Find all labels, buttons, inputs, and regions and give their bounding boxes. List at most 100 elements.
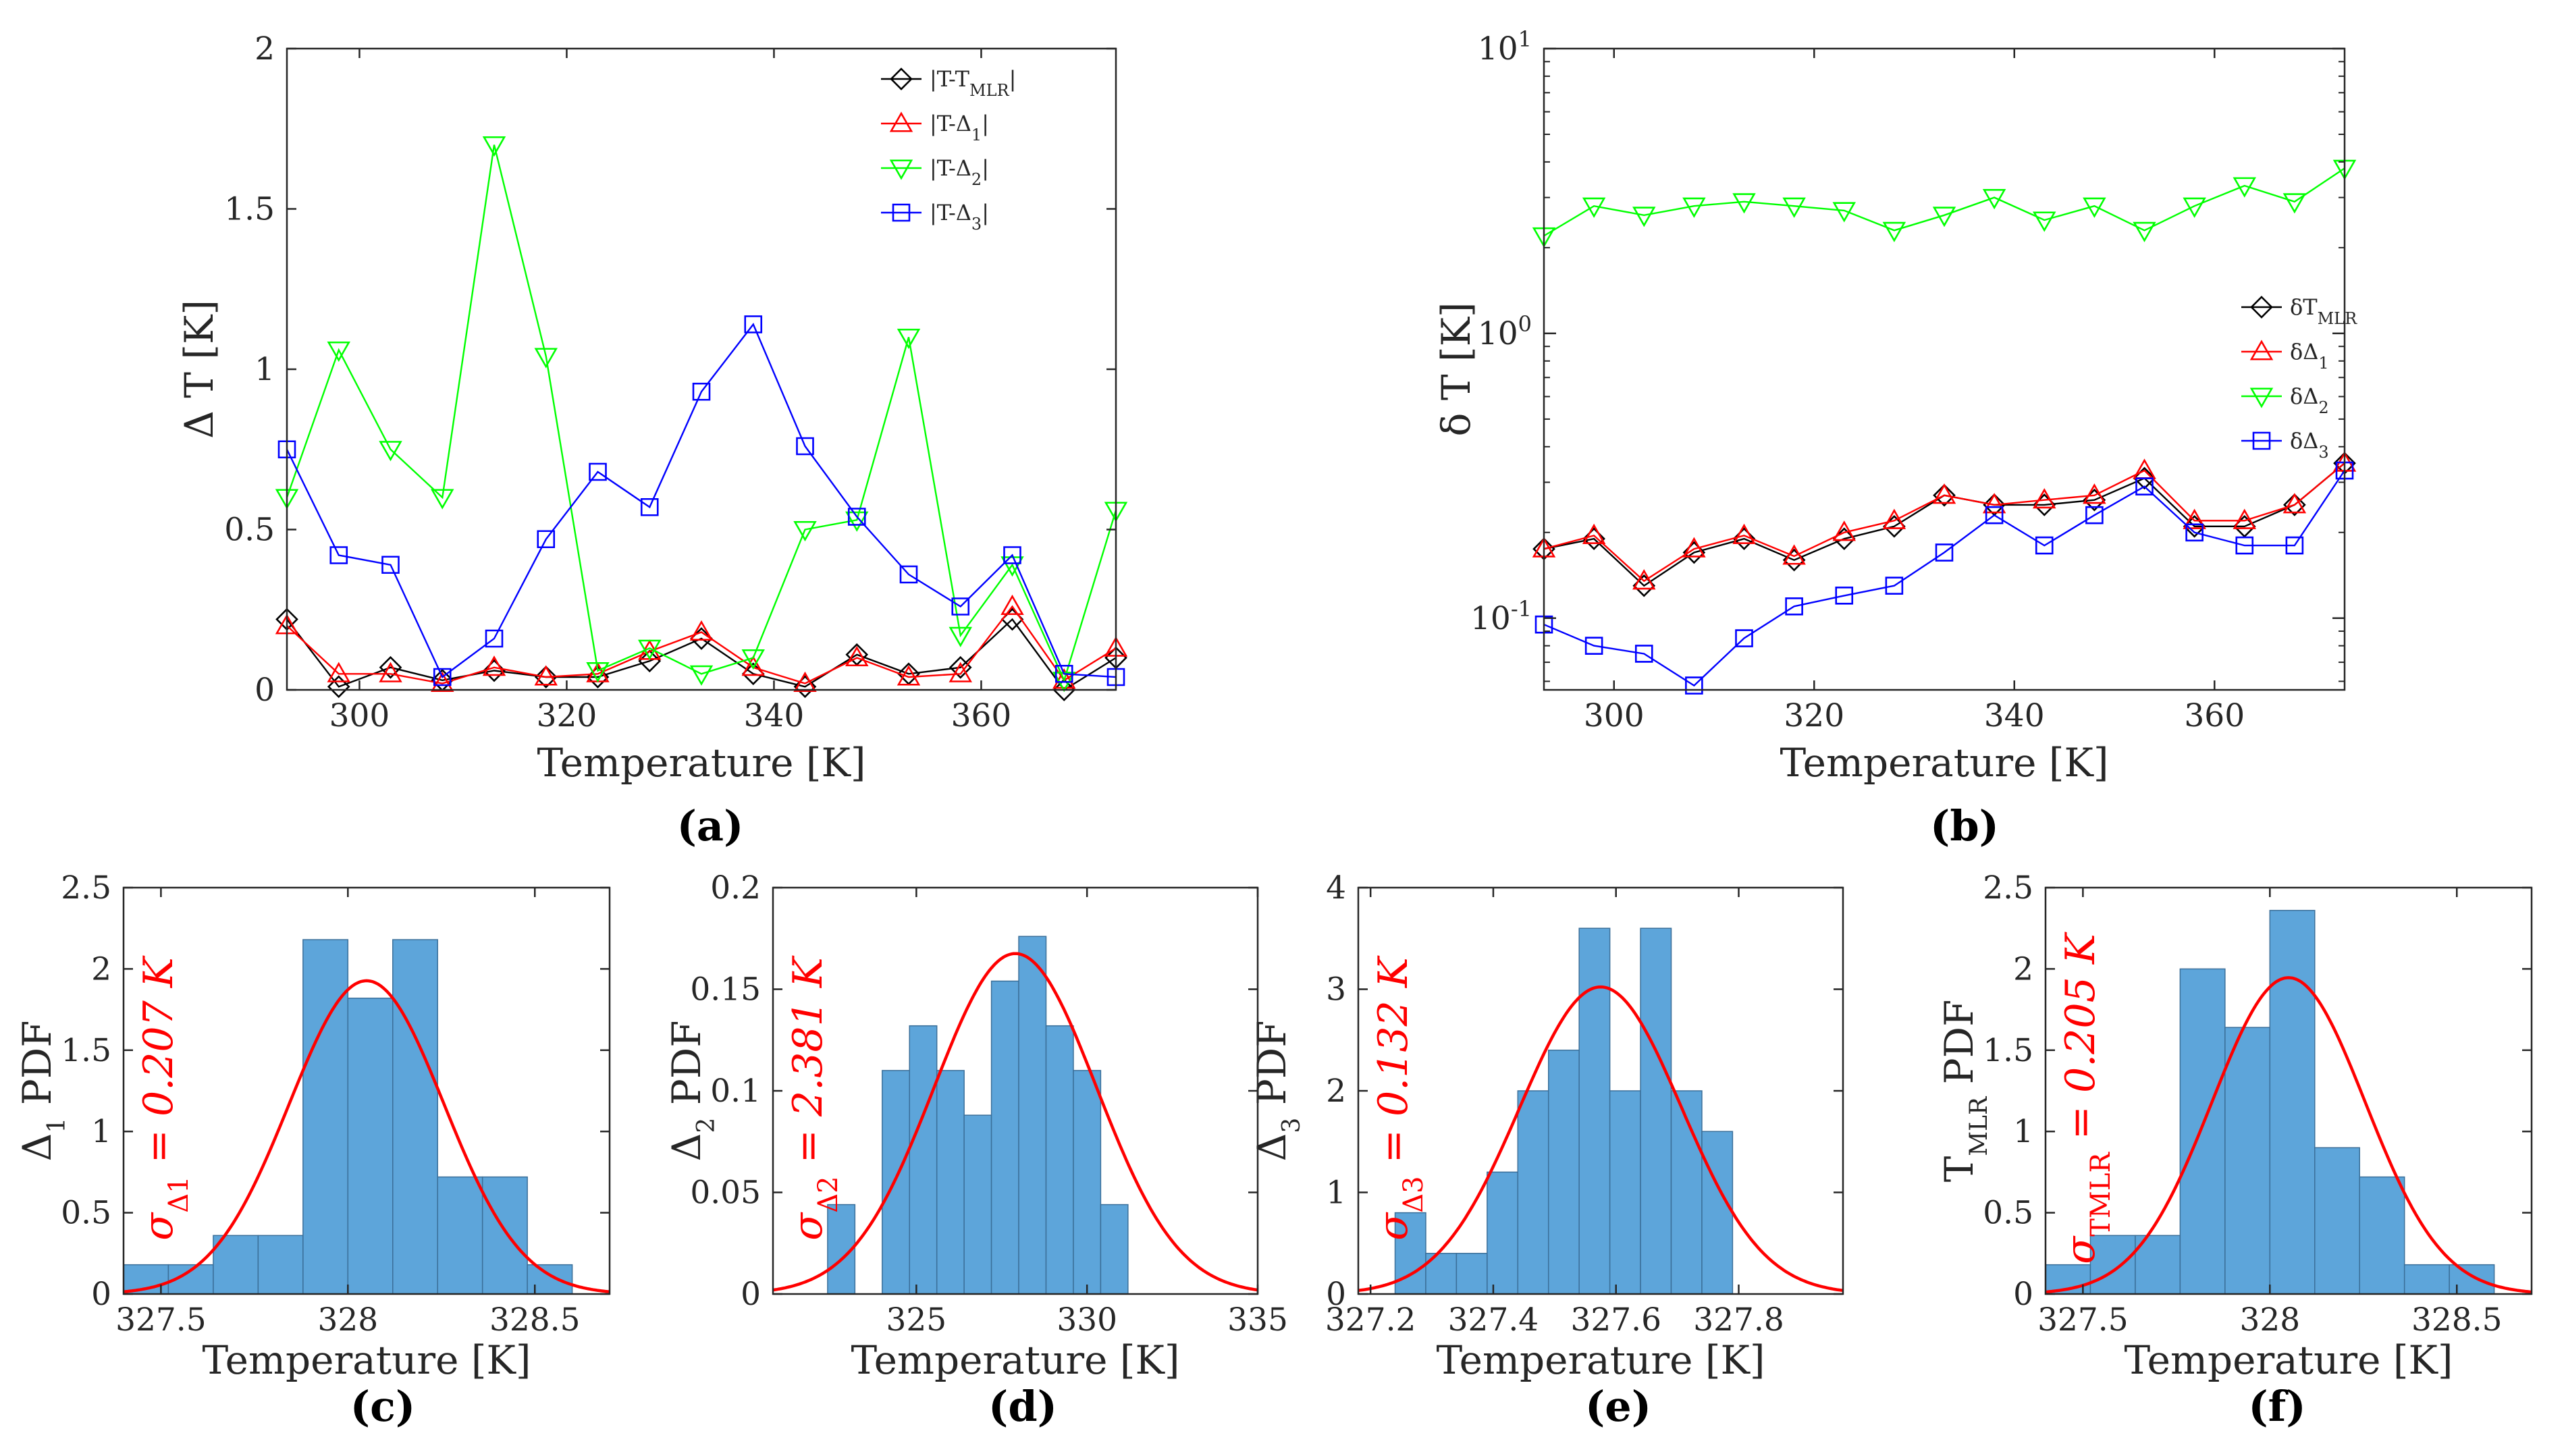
data-point-marker <box>845 645 869 667</box>
data-point-marker <box>638 649 662 673</box>
data-point-marker <box>847 508 866 526</box>
data-point-marker <box>1882 508 1906 529</box>
gaussian-fit-line <box>772 952 1258 1292</box>
histogram-bar <box>257 1235 304 1295</box>
x-tick-label: 335 <box>1227 1301 1288 1339</box>
data-point-marker <box>433 668 452 686</box>
histogram-bar <box>1701 1131 1734 1295</box>
data-point-marker <box>1685 676 1703 695</box>
histogram-bar <box>1073 1070 1102 1295</box>
x-tick-label: 320 <box>537 697 597 734</box>
x-axis-label: Temperature [K] <box>1437 1337 1765 1383</box>
chart-f: σTMLR = 0.205 K 327.5 328 328.5 0 0.5 1 1.5 2 2.5… <box>1936 869 2533 1431</box>
x-axis-label: Temperature [K] <box>537 740 866 786</box>
data-point-marker <box>2133 466 2156 490</box>
data-point-marker <box>1582 523 1606 544</box>
data-point-marker <box>483 659 506 682</box>
chart-c: σΔ1 = 0.207 K 327.5 328 328.5 0 0.5 1 1.5 2 2.5 Te… <box>14 869 611 1431</box>
y-tick-label: 4 <box>1326 869 1346 907</box>
x-tick-label: 300 <box>1584 697 1645 734</box>
y-tick-label: 2 <box>2013 950 2033 988</box>
data-point-marker <box>951 597 970 616</box>
x-axis-label: Temperature [K] <box>2125 1337 2453 1383</box>
data-point-marker <box>2282 493 2307 514</box>
data-point-marker <box>1982 189 2006 210</box>
data-point-marker <box>2085 506 2104 524</box>
panel-label: (c) <box>350 1382 415 1431</box>
axes-frame <box>1543 47 2346 691</box>
x-tick-label: 340 <box>1984 697 2045 734</box>
chart-a: |T-TMLR| |T-Δ1| |T-Δ2| |T-Δ3| 300 320 340 360 0 0… <box>176 30 1128 851</box>
legend-marker <box>2252 431 2271 450</box>
histogram-bar <box>882 1070 911 1295</box>
data-point-marker <box>1582 197 1606 218</box>
series-line-1 <box>1543 462 2345 583</box>
data-point-marker <box>1584 637 1603 655</box>
data-point-marker <box>1632 569 1656 590</box>
series-line-1 <box>286 605 1117 684</box>
histogram-bar <box>2269 909 2316 1295</box>
y-tick-label: 1 <box>255 351 275 388</box>
sigma-annotation: σTMLR = 0.205 K <box>2057 932 2116 1264</box>
x-tick-label: 328.5 <box>2411 1301 2503 1339</box>
data-point-marker <box>1982 493 2006 514</box>
data-point-marker <box>1735 629 1753 647</box>
legend-entry: δΔ1 <box>2290 339 2329 373</box>
data-point-marker <box>534 348 558 369</box>
histogram-bar <box>437 1176 483 1295</box>
data-point-marker <box>949 626 972 647</box>
y-axis-label: Δ2 PDF <box>664 1020 720 1161</box>
panel-label: (e) <box>1585 1382 1651 1431</box>
data-point-marker <box>482 136 506 157</box>
data-point-marker <box>2335 461 2354 480</box>
legend-entry: δΔ2 <box>2290 383 2329 417</box>
data-point-marker <box>2135 477 2154 495</box>
data-point-marker <box>2033 211 2056 232</box>
data-point-marker <box>949 662 972 682</box>
histogram-bar <box>990 980 1019 1295</box>
panel-label: (a) <box>677 801 744 851</box>
legend-entry: |T-TMLR| <box>930 66 1016 100</box>
histogram-bar <box>302 939 349 1295</box>
x-tick-label: 327.2 <box>1325 1301 1416 1339</box>
histogram-bar <box>1100 1204 1129 1295</box>
chart-e: σΔ3 = 0.132 K 327.2 327.4 327.6 327.8 0 1 2 3 4 Te… <box>1249 869 1844 1431</box>
data-point-marker <box>1832 520 1856 541</box>
y-tick-label: 2 <box>1326 1073 1346 1110</box>
data-point-marker <box>485 629 504 648</box>
histogram-bar <box>936 1070 965 1295</box>
panel-label: (b) <box>1930 801 1999 851</box>
histogram-bar <box>2224 1027 2271 1295</box>
x-tick-label: 327.5 <box>2037 1301 2129 1339</box>
y-tick-label: 0.15 <box>690 971 761 1008</box>
data-point-marker <box>2083 197 2106 218</box>
data-point-marker <box>1832 202 1856 223</box>
histogram-bar <box>1578 927 1611 1295</box>
sigma-annotation: σΔ2 = 2.381 K <box>784 955 844 1241</box>
data-point-marker <box>327 675 350 699</box>
data-point-marker <box>2183 197 2206 218</box>
x-tick-label: 360 <box>951 697 1012 734</box>
histogram-bar <box>1487 1171 1519 1295</box>
data-point-marker <box>2133 221 2156 242</box>
data-point-marker <box>1106 668 1125 686</box>
data-point-marker <box>1582 527 1605 551</box>
histogram-bar <box>1045 1025 1074 1295</box>
data-point-marker <box>1003 546 1021 564</box>
x-tick-label: 328 <box>317 1301 378 1339</box>
data-point-marker <box>534 666 558 689</box>
sigma-annotation: σΔ1 = 0.207 K <box>135 955 194 1241</box>
series-line-3 <box>1543 470 2345 687</box>
data-point-marker <box>2233 508 2256 529</box>
data-point-marker <box>793 671 817 693</box>
data-point-marker <box>1682 197 1706 218</box>
legend-marker <box>2249 340 2274 360</box>
data-point-marker <box>379 662 402 682</box>
data-point-marker <box>1782 197 1806 218</box>
data-point-marker <box>1682 537 1706 558</box>
chart-b: δTMLR δΔ1 δΔ2 δΔ3 300 320 340 360 10-1 100 101 Temp… <box>1433 26 2357 851</box>
y-tick-label: 0 <box>1326 1276 1346 1313</box>
data-point-marker <box>2083 483 2106 504</box>
x-tick-label: 328.5 <box>489 1301 581 1339</box>
gaussian-fit-line <box>1358 985 1844 1293</box>
